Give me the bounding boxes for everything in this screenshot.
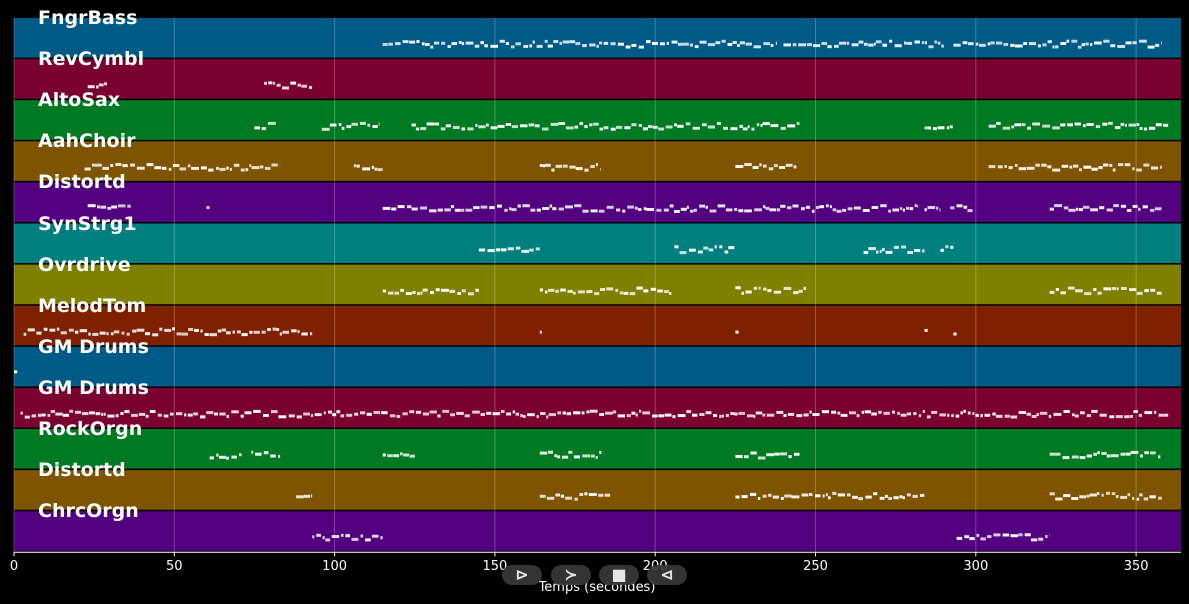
note-segment bbox=[924, 125, 953, 131]
note-segment bbox=[735, 286, 806, 295]
note-segment bbox=[296, 494, 313, 499]
track-lane bbox=[14, 223, 1181, 264]
note-segment bbox=[254, 121, 276, 131]
note-segment bbox=[539, 330, 542, 334]
track-label: AahChoir bbox=[38, 130, 136, 153]
note-segment bbox=[988, 163, 1162, 172]
track-label: RevCymbl bbox=[38, 48, 145, 71]
track-label: Distortd bbox=[38, 459, 126, 482]
track-lane bbox=[14, 182, 1181, 222]
track-lane bbox=[14, 18, 1181, 58]
track-label: MelodTom bbox=[38, 294, 147, 317]
note-segment bbox=[14, 370, 18, 374]
track-lane bbox=[14, 141, 1181, 181]
track-label: Distortd bbox=[38, 171, 126, 194]
track-lane bbox=[14, 59, 1181, 99]
note-segment bbox=[353, 164, 383, 172]
note-segment bbox=[23, 327, 313, 337]
note-segment bbox=[953, 332, 957, 336]
track-label: GM Drums bbox=[38, 376, 149, 399]
note-segment bbox=[382, 204, 919, 213]
note-segment bbox=[87, 82, 107, 89]
note-segment bbox=[264, 81, 313, 90]
note-segment bbox=[735, 451, 800, 460]
note-segment bbox=[956, 533, 1050, 542]
note-segment bbox=[674, 245, 735, 255]
x-tick-label: 150 bbox=[482, 559, 508, 574]
note-segment bbox=[251, 450, 281, 458]
x-tick-label: 100 bbox=[322, 559, 348, 574]
track-label: Ovrdrive bbox=[38, 253, 131, 276]
note-segment bbox=[539, 163, 601, 172]
note-segment bbox=[411, 122, 800, 131]
play-button[interactable]: ⊳ bbox=[502, 565, 542, 585]
x-tick-label: 0 bbox=[9, 559, 19, 574]
note-segment bbox=[988, 121, 1169, 131]
note-segment bbox=[1049, 204, 1162, 212]
track-label: RockOrgn bbox=[38, 418, 143, 440]
x-tick-label: 350 bbox=[1123, 559, 1149, 574]
note-segment bbox=[1049, 491, 1162, 501]
note-segment bbox=[312, 533, 383, 542]
note-segment bbox=[382, 452, 415, 458]
track-lane bbox=[14, 387, 1181, 428]
note-segment bbox=[1049, 450, 1161, 460]
note-segment bbox=[206, 206, 210, 209]
note-segment bbox=[87, 204, 131, 210]
x-tick-label: 50 bbox=[166, 559, 183, 574]
back-button[interactable]: ⊲ bbox=[647, 565, 687, 585]
forward-button[interactable]: ≻ bbox=[551, 565, 591, 585]
stop-button[interactable]: ■ bbox=[599, 565, 639, 585]
note-segment bbox=[382, 288, 479, 296]
track-label: GM Drums bbox=[38, 335, 149, 358]
note-segment bbox=[924, 206, 941, 212]
note-segment bbox=[924, 328, 928, 332]
track-lane bbox=[14, 470, 1181, 510]
note-segment bbox=[735, 163, 797, 171]
note-segment bbox=[382, 39, 777, 49]
track-lane bbox=[14, 511, 1181, 551]
track-label: SynStrg1 bbox=[38, 212, 137, 235]
note-segment bbox=[863, 245, 925, 254]
track-lane bbox=[14, 429, 1181, 469]
track-label: AltoSax bbox=[38, 89, 121, 112]
note-segment bbox=[539, 492, 611, 501]
note-segment bbox=[1049, 286, 1162, 296]
note-segment bbox=[735, 491, 925, 501]
track-label: FngrBass bbox=[38, 7, 138, 29]
note-segment bbox=[940, 245, 954, 252]
x-tick-label: 250 bbox=[803, 559, 828, 574]
x-tick-label: 300 bbox=[963, 559, 989, 574]
note-segment bbox=[209, 453, 242, 460]
track-lane bbox=[14, 264, 1181, 305]
note-segment bbox=[478, 246, 540, 253]
note-segment bbox=[321, 121, 380, 131]
note-segment bbox=[735, 330, 739, 334]
track-lane bbox=[14, 305, 1181, 346]
note-segment bbox=[20, 409, 1169, 419]
track-lane bbox=[14, 346, 1181, 387]
track-label: ChrcOrgn bbox=[38, 500, 139, 523]
note-segment bbox=[783, 39, 944, 49]
note-segment bbox=[539, 450, 604, 459]
note-segment bbox=[950, 204, 973, 213]
note-segment bbox=[953, 39, 1162, 49]
track-lane bbox=[14, 100, 1181, 140]
note-segment bbox=[539, 286, 672, 296]
note-segment bbox=[84, 163, 281, 172]
